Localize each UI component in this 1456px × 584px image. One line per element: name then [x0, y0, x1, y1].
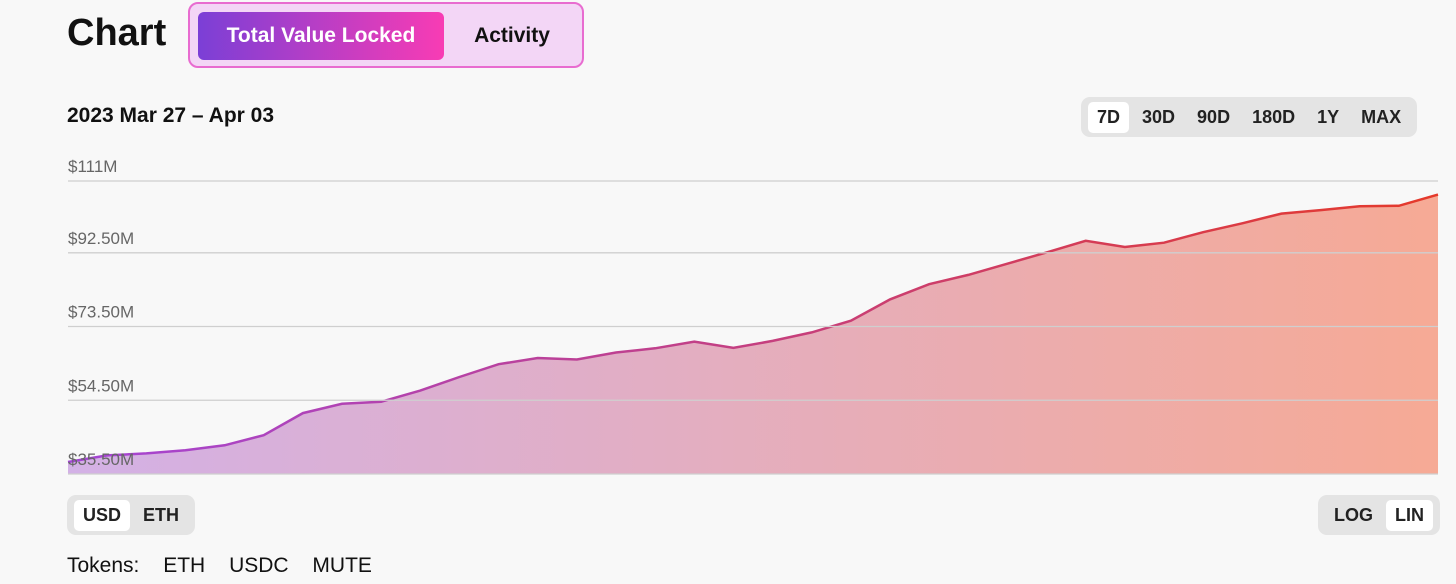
- area: [68, 194, 1438, 474]
- page-title: Chart: [67, 12, 167, 54]
- token[interactable]: MUTE: [312, 554, 372, 577]
- token[interactable]: USDC: [229, 554, 289, 577]
- time-range-group: 7D 30D 90D 180D 1Y MAX: [1081, 97, 1418, 137]
- time-button[interactable]: 7D: [1088, 101, 1130, 133]
- line: [67, 193, 1439, 464]
- time-button[interactable]: MAX: [1361, 106, 1402, 127]
- scale-button[interactable]: LIN: [1386, 499, 1433, 531]
- y-tick-label: $111M: [68, 157, 117, 176]
- y-tick-label: $35.50M: [68, 450, 134, 469]
- tab[interactable]: Total Value Locked: [198, 12, 444, 60]
- tokens-label: Tokens:: [67, 554, 140, 577]
- tab-bar: Total Value Locked Activity: [188, 2, 584, 68]
- tab[interactable]: Activity: [474, 24, 550, 47]
- y-tick-label: $73.50M: [68, 303, 134, 322]
- time-button[interactable]: 30D: [1142, 106, 1176, 127]
- time-button[interactable]: 90D: [1197, 106, 1231, 127]
- currency-group: USD ETH: [67, 495, 196, 535]
- date-range: 2023 Mar 27 – Apr 03: [67, 104, 275, 127]
- time-button[interactable]: 1Y: [1317, 106, 1340, 127]
- watermark: L2BEAT: [1329, 428, 1428, 458]
- tokens: Tokens: ETH USDC MUTE: [67, 554, 390, 578]
- scale-button[interactable]: LOG: [1334, 504, 1373, 525]
- y-tick-label: $92.50M: [68, 229, 134, 248]
- scale-group: LOG LIN: [1318, 495, 1440, 535]
- currency-button[interactable]: ETH: [143, 504, 180, 525]
- currency-button[interactable]: USD: [74, 499, 131, 531]
- token[interactable]: ETH: [163, 554, 206, 577]
- time-button[interactable]: 180D: [1252, 106, 1296, 127]
- y-tick-label: $54.50M: [68, 376, 134, 395]
